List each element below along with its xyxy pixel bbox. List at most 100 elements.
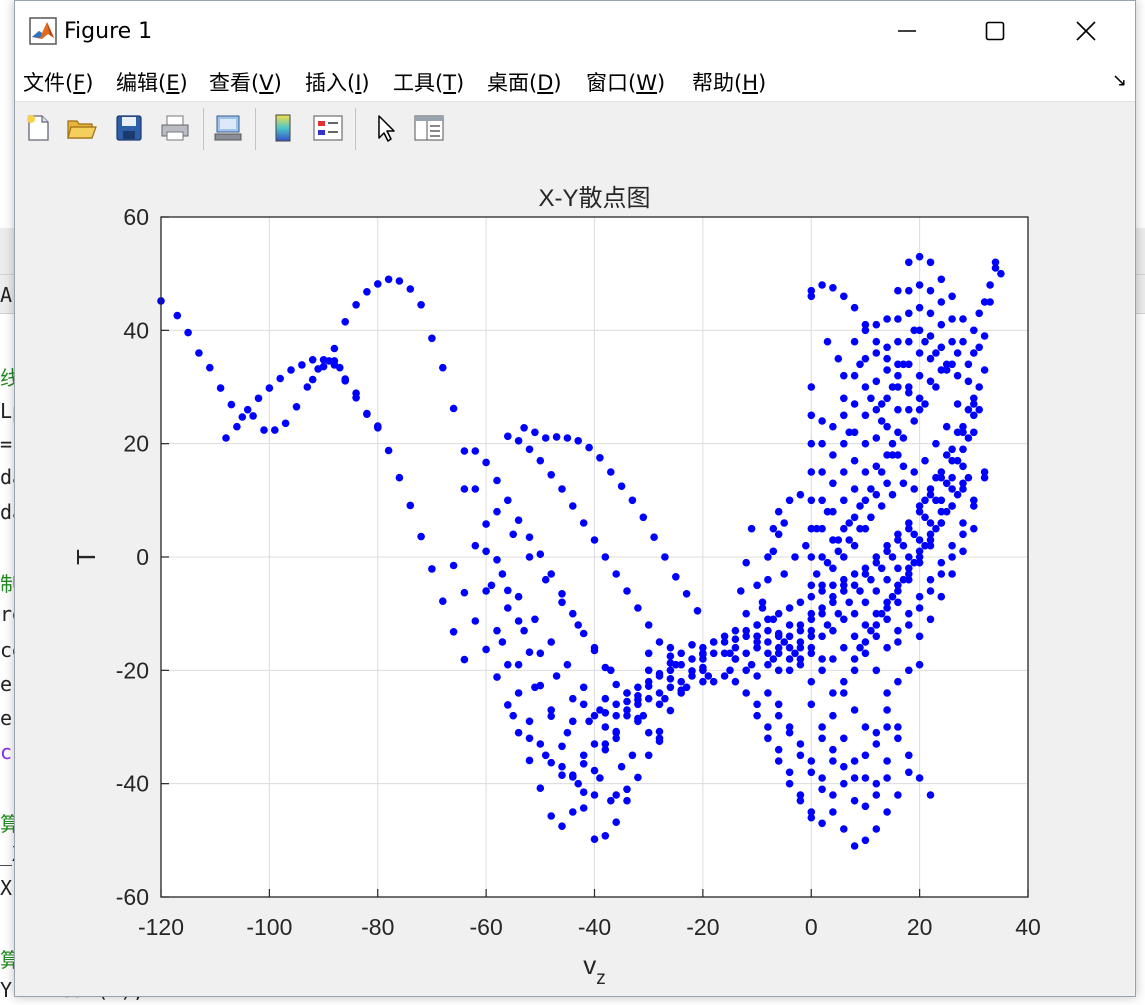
data-point [975,383,983,391]
data-point [482,587,490,595]
data-point [818,604,826,612]
data-point [509,530,517,539]
print-button[interactable] [158,110,192,146]
minimize-button[interactable] [860,1,954,61]
x-tick-label: -40 [578,914,611,940]
menu-mnemonic: I [355,71,362,95]
data-point [531,615,539,624]
data-point [867,626,875,635]
data-point [829,626,837,635]
dock-arrow-icon[interactable]: ↘ [1112,70,1128,91]
data-point [818,439,826,448]
data-point [840,762,848,771]
data-point [774,530,783,539]
data-point [726,666,734,675]
data-point [883,604,891,612]
data-point [834,547,843,556]
data-point [796,621,805,629]
menu-window[interactable]: 窗口(W) [586,71,666,95]
x-tick-label: 40 [1015,914,1041,940]
property-inspector-button[interactable] [412,110,446,146]
data-point [493,673,501,681]
data-point [482,458,490,467]
data-point [905,621,913,629]
data-point [829,479,837,488]
data-point [905,337,913,346]
data-point [271,426,279,434]
x-tick-label: -60 [470,914,503,940]
data-point [634,717,642,726]
data-point [585,443,593,452]
data-point [823,507,832,516]
data-point [861,598,870,607]
data-point [829,592,837,601]
data-point [894,598,902,607]
data-point [948,315,956,323]
scatter-chart[interactable]: -120 -100 -80 -60 -40 -20 0 20 40 -60 -40 -20 0 20 40 6… [15,154,1135,996]
data-point [905,360,913,369]
title-bar[interactable]: Figure 1 [15,1,1135,61]
legend-button[interactable] [311,110,345,146]
maximize-button[interactable] [948,1,1042,61]
data-point [991,258,1000,267]
link-plot-button[interactable] [211,110,245,146]
data-point [948,553,956,561]
data-point [926,286,935,295]
data-point [541,751,550,760]
new-figure-button[interactable] [21,110,55,146]
data-point [287,366,295,374]
data-point [861,524,870,533]
menu-tools[interactable]: 工具(T) [393,71,465,95]
data-point [173,311,182,320]
data-point [829,581,837,590]
data-point [980,298,989,306]
data-point [596,454,604,462]
data-point [531,428,539,437]
data-point [975,405,983,414]
data-point [926,490,935,499]
menu-desktop[interactable]: 桌面(D) [487,71,562,95]
data-point [682,683,691,692]
data-point [915,604,924,612]
data-point [590,791,599,799]
data-point [341,377,350,385]
data-point [850,706,859,714]
data-point [845,598,853,607]
data-point [807,813,816,822]
edit-plot-button[interactable] [368,110,402,146]
data-point [579,760,588,768]
menu-insert[interactable]: 插入(I) [305,71,370,95]
window-title: Figure 1 [64,19,153,44]
menu-help[interactable]: 帮助(H) [692,71,767,95]
data-point [926,485,935,493]
open-file-button[interactable] [65,110,99,146]
data-point [921,456,929,465]
data-point [677,677,685,686]
data-point [563,728,572,737]
data-point [937,320,946,329]
data-point [894,564,902,573]
data-point [292,403,301,411]
data-point [607,666,615,675]
data-point [688,672,696,680]
save-button[interactable] [112,110,146,146]
data-point [384,275,393,284]
data-point [840,524,848,533]
data-point [785,768,794,777]
colorbar-button[interactable] [266,110,300,146]
data-point [774,757,783,765]
data-point [796,655,805,663]
data-point [601,553,610,561]
data-point [883,541,891,550]
data-point [829,689,837,697]
x-axis-label-main: v [583,950,596,980]
data-point [840,439,848,448]
menu-edit[interactable]: 编辑(E) [116,71,188,95]
data-point [672,660,680,669]
y-tick-label: 20 [123,431,149,457]
menu-view[interactable]: 查看(V) [209,71,282,95]
close-button[interactable] [1039,1,1133,61]
data-point [742,632,750,641]
menu-file[interactable]: 文件(F) [23,71,94,95]
data-point [785,632,794,641]
